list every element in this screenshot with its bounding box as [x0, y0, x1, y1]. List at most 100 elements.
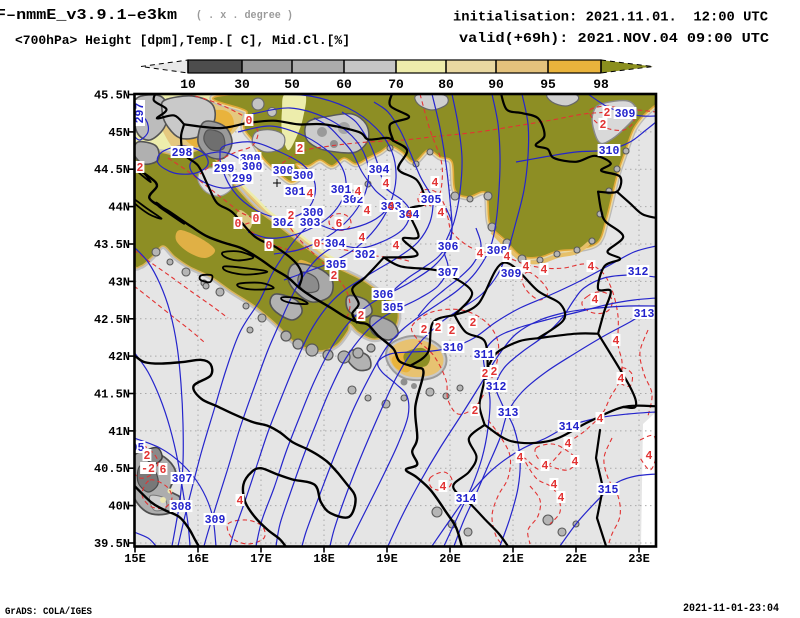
svg-text:4: 4 [613, 335, 620, 348]
svg-text:298: 298 [172, 147, 193, 160]
svg-text:303: 303 [381, 201, 402, 214]
svg-text:GrADS: COLA/IGES: GrADS: COLA/IGES [5, 606, 92, 618]
svg-text:2: 2 [470, 317, 477, 330]
svg-text:297: 297 [134, 103, 147, 124]
svg-text:2: 2 [137, 162, 144, 175]
svg-text:2: 2 [472, 405, 479, 418]
svg-text:60: 60 [336, 77, 352, 92]
svg-text:311: 311 [474, 349, 495, 362]
svg-text:302: 302 [355, 249, 376, 262]
svg-text:90: 90 [488, 77, 504, 92]
svg-text:2: 2 [491, 366, 498, 379]
svg-text:2: 2 [144, 450, 151, 463]
svg-text:10: 10 [180, 77, 196, 92]
svg-text:4: 4 [618, 373, 625, 386]
svg-text:4: 4 [438, 207, 445, 220]
svg-text:313: 313 [634, 308, 655, 321]
svg-text:6: 6 [336, 218, 343, 231]
svg-text:302: 302 [343, 194, 364, 207]
svg-text:299: 299 [232, 173, 253, 186]
svg-text:39.5N: 39.5N [94, 537, 130, 551]
svg-text:40.5N: 40.5N [94, 462, 130, 476]
svg-text:300: 300 [273, 165, 294, 178]
svg-text:4: 4 [592, 294, 599, 307]
svg-text:309: 309 [205, 514, 226, 527]
svg-text:4: 4 [542, 460, 549, 473]
svg-text:4: 4 [572, 456, 579, 469]
svg-text:310: 310 [443, 342, 464, 355]
svg-text:4: 4 [558, 492, 565, 505]
svg-text:( . x . degree ): ( . x . degree ) [196, 10, 293, 22]
svg-text:-2: -2 [141, 463, 155, 476]
svg-text:45.5N: 45.5N [94, 89, 130, 103]
svg-text:70: 70 [388, 77, 404, 92]
svg-text:80: 80 [438, 77, 454, 92]
svg-text:4: 4 [477, 248, 484, 261]
svg-text:23E: 23E [628, 552, 650, 566]
svg-text:305: 305 [421, 194, 442, 207]
svg-text:300: 300 [293, 170, 314, 183]
svg-text:307: 307 [172, 473, 193, 486]
svg-text:4: 4 [359, 232, 366, 245]
svg-text:valid(+69h): 2021.NOV.04 09:00: valid(+69h): 2021.NOV.04 09:00 UTC [459, 32, 769, 47]
svg-text:42.5N: 42.5N [94, 313, 130, 327]
svg-text:19E: 19E [376, 552, 398, 566]
svg-text:309: 309 [501, 268, 522, 281]
svg-text:304: 304 [399, 209, 420, 222]
svg-text:2: 2 [331, 270, 338, 283]
svg-text:4: 4 [237, 495, 244, 508]
svg-text:0: 0 [246, 115, 253, 128]
svg-text:301: 301 [285, 186, 306, 199]
svg-text:314: 314 [456, 493, 477, 506]
svg-text:4: 4 [588, 261, 595, 274]
svg-text:0: 0 [314, 238, 321, 251]
svg-text:0: 0 [235, 218, 242, 231]
svg-text:4: 4 [393, 240, 400, 253]
svg-text:6: 6 [160, 464, 167, 477]
svg-text:4: 4 [383, 178, 390, 191]
svg-text:312: 312 [486, 381, 507, 394]
svg-text:4: 4 [504, 251, 511, 264]
svg-text:305: 305 [383, 302, 404, 315]
svg-text:2: 2 [421, 324, 428, 337]
svg-text:305: 305 [124, 442, 145, 455]
svg-text:4: 4 [597, 413, 604, 426]
svg-text:20E: 20E [439, 552, 461, 566]
svg-text:307: 307 [438, 267, 459, 280]
svg-text:4: 4 [432, 177, 439, 190]
svg-text:30: 30 [234, 77, 250, 92]
svg-text:309: 309 [615, 108, 636, 121]
svg-text:44N: 44N [108, 201, 130, 215]
svg-text:4: 4 [565, 438, 572, 451]
svg-text:310: 310 [599, 145, 620, 158]
svg-text:17E: 17E [250, 552, 272, 566]
svg-text:314: 314 [559, 421, 580, 434]
svg-text:40N: 40N [108, 500, 130, 514]
svg-text:4: 4 [646, 450, 653, 463]
svg-text:2: 2 [482, 368, 489, 381]
svg-text:initialisation: 2021.11.01. 1: initialisation: 2021.11.01. 12:00 UTC [453, 11, 768, 26]
svg-text:41.5N: 41.5N [94, 388, 130, 402]
svg-text:0: 0 [266, 240, 273, 253]
svg-text:312: 312 [628, 266, 649, 279]
svg-text:308: 308 [171, 501, 192, 514]
svg-text:16E: 16E [187, 552, 209, 566]
svg-text:305: 305 [326, 259, 347, 272]
svg-text:315: 315 [598, 484, 619, 497]
svg-text:21E: 21E [502, 552, 524, 566]
svg-text:4: 4 [440, 481, 447, 494]
svg-text:308: 308 [487, 245, 508, 258]
svg-text:2: 2 [600, 119, 607, 132]
svg-text:4: 4 [355, 186, 362, 199]
svg-text:2: 2 [449, 325, 456, 338]
svg-text:303: 303 [300, 217, 321, 230]
svg-text:306: 306 [373, 289, 394, 302]
svg-text:304: 304 [369, 164, 390, 177]
svg-text:42N: 42N [108, 350, 130, 364]
svg-text:0: 0 [253, 213, 260, 226]
svg-text:45N: 45N [108, 126, 130, 140]
svg-text:306: 306 [438, 241, 459, 254]
svg-text:313: 313 [498, 407, 519, 420]
svg-text:4: 4 [541, 264, 548, 277]
svg-text:304: 304 [325, 238, 346, 251]
